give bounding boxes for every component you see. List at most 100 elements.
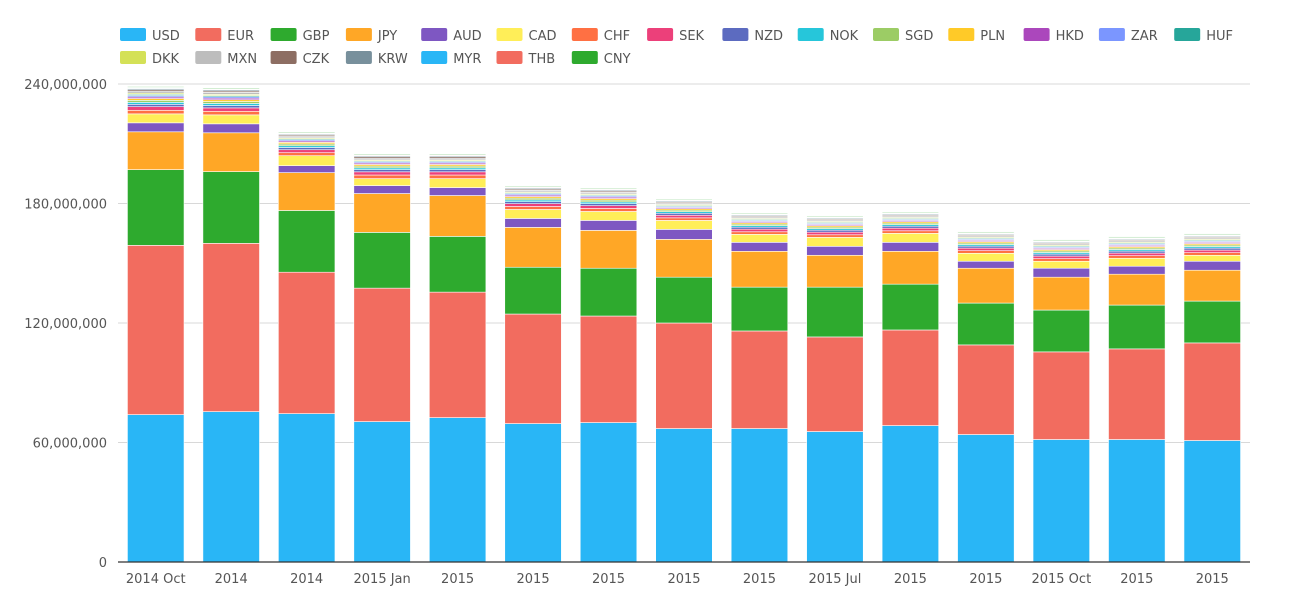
bar-segment-gbp[interactable]: [655, 276, 713, 324]
bar-segment-eur[interactable]: [806, 336, 864, 432]
bar-stack[interactable]: [957, 231, 1015, 563]
bar-segment-sek[interactable]: [957, 247, 1015, 252]
legend-item-aud[interactable]: AUD: [421, 28, 482, 44]
legend-item-gbp[interactable]: GBP: [270, 28, 330, 44]
bar-segment-usd[interactable]: [1032, 439, 1090, 563]
bar-stack[interactable]: [202, 87, 260, 563]
legend-item-cny[interactable]: CNY: [571, 51, 631, 67]
bar-segment-jpy[interactable]: [881, 251, 939, 285]
bar-stack[interactable]: [881, 211, 939, 563]
bar-segment-cny[interactable]: [428, 153, 487, 155]
legend-item-zar[interactable]: ZAR: [1098, 28, 1158, 44]
bar-segment-cny[interactable]: [730, 212, 789, 215]
bar-segment-eur[interactable]: [957, 344, 1015, 435]
legend-item-czk[interactable]: CZK: [270, 51, 330, 67]
bar-segment-chf[interactable]: [202, 110, 260, 116]
bar-segment-sek[interactable]: [428, 171, 487, 176]
bar-segment-eur[interactable]: [881, 329, 939, 426]
bar-segment-nzd[interactable]: [428, 169, 487, 173]
bar-segment-chf[interactable]: [806, 234, 864, 238]
bar-segment-sek[interactable]: [1108, 252, 1166, 256]
bar-segment-usd[interactable]: [881, 425, 939, 563]
bar-segment-gbp[interactable]: [428, 236, 487, 293]
bar-segment-sek[interactable]: [202, 107, 260, 112]
bar-segment-gbp[interactable]: [202, 171, 260, 244]
bar-segment-cad[interactable]: [806, 237, 864, 247]
bar-segment-cad[interactable]: [730, 234, 789, 243]
bar-segment-eur[interactable]: [579, 315, 638, 423]
bar-segment-eur[interactable]: [730, 330, 789, 429]
bar-segment-usd[interactable]: [127, 414, 185, 563]
bar-segment-jpy[interactable]: [579, 230, 638, 269]
bar-segment-cad[interactable]: [353, 178, 411, 186]
bar-segment-chf[interactable]: [278, 152, 336, 156]
bar-segment-cny[interactable]: [806, 215, 864, 218]
bar-segment-gbp[interactable]: [579, 267, 638, 317]
bar-segment-cny[interactable]: [1032, 239, 1090, 242]
bar-segment-gbp[interactable]: [806, 286, 864, 338]
bar-segment-cad[interactable]: [655, 220, 713, 230]
bar-segment-cad[interactable]: [579, 211, 638, 221]
bar-segment-sek[interactable]: [353, 171, 411, 176]
bar-segment-chf[interactable]: [127, 109, 185, 115]
bar-segment-nzd[interactable]: [353, 169, 411, 173]
bar-segment-eur[interactable]: [278, 271, 336, 414]
bar-segment-gbp[interactable]: [957, 302, 1015, 346]
bar-stack[interactable]: [504, 185, 562, 563]
bar-segment-aud[interactable]: [730, 242, 789, 252]
bar-segment-eur[interactable]: [655, 322, 713, 429]
bar-segment-sek[interactable]: [1183, 249, 1241, 253]
bar-stack[interactable]: [579, 187, 638, 563]
bar-segment-aud[interactable]: [881, 242, 939, 252]
bar-segment-usd[interactable]: [655, 428, 713, 563]
bar-segment-cad[interactable]: [1032, 260, 1090, 269]
bar-segment-chf[interactable]: [1183, 252, 1241, 256]
bar-segment-cny[interactable]: [1108, 236, 1166, 239]
bar-segment-cny[interactable]: [655, 198, 713, 201]
bar-segment-cad[interactable]: [127, 113, 185, 124]
bar-segment-sek[interactable]: [579, 205, 638, 209]
legend-item-hkd[interactable]: HKD: [1023, 28, 1084, 44]
legend-item-jpy[interactable]: JPY: [345, 28, 397, 44]
bar-segment-jpy[interactable]: [504, 227, 562, 268]
bar-segment-sek[interactable]: [278, 149, 336, 154]
bar-segment-eur[interactable]: [202, 243, 260, 412]
bar-segment-gbp[interactable]: [1108, 304, 1166, 350]
bar-segment-cny[interactable]: [881, 211, 939, 214]
bar-segment-cad[interactable]: [957, 252, 1015, 262]
bar-segment-chf[interactable]: [730, 231, 789, 235]
bar-stack[interactable]: [127, 86, 185, 563]
bar-segment-aud[interactable]: [1183, 260, 1241, 271]
bar-segment-cny[interactable]: [202, 87, 260, 89]
bar-segment-aud[interactable]: [278, 165, 336, 173]
bar-segment-chf[interactable]: [428, 174, 487, 179]
bar-segment-usd[interactable]: [353, 421, 411, 563]
bar-segment-chf[interactable]: [353, 174, 411, 179]
bar-segment-aud[interactable]: [504, 218, 562, 228]
bar-segment-jpy[interactable]: [127, 131, 185, 170]
legend-item-eur[interactable]: EUR: [195, 28, 254, 44]
bar-segment-eur[interactable]: [1032, 351, 1090, 440]
bar-segment-eur[interactable]: [353, 287, 411, 422]
bar-segment-cad[interactable]: [1108, 257, 1166, 267]
bar-segment-aud[interactable]: [579, 220, 638, 231]
bar-segment-gbp[interactable]: [353, 232, 411, 289]
bar-segment-aud[interactable]: [806, 246, 864, 256]
bar-segment-jpy[interactable]: [278, 172, 336, 211]
bar-segment-cny[interactable]: [353, 153, 411, 155]
bar-segment-jpy[interactable]: [1032, 276, 1090, 311]
bar-stack[interactable]: [1032, 239, 1090, 563]
bar-segment-sek[interactable]: [1032, 255, 1090, 259]
bar-segment-gbp[interactable]: [1032, 309, 1090, 353]
bar-segment-chf[interactable]: [655, 217, 713, 221]
bar-segment-chf[interactable]: [881, 230, 939, 234]
bar-segment-jpy[interactable]: [1108, 273, 1166, 306]
legend-item-sek[interactable]: SEK: [647, 28, 705, 44]
bar-segment-eur[interactable]: [1183, 342, 1241, 441]
bar-segment-cny[interactable]: [1183, 233, 1241, 236]
legend-item-huf[interactable]: HUF: [1174, 28, 1233, 44]
bar-segment-gbp[interactable]: [730, 286, 789, 332]
bar-segment-aud[interactable]: [353, 185, 411, 194]
legend-item-krw[interactable]: KRW: [345, 51, 408, 67]
bar-segment-usd[interactable]: [428, 417, 487, 563]
